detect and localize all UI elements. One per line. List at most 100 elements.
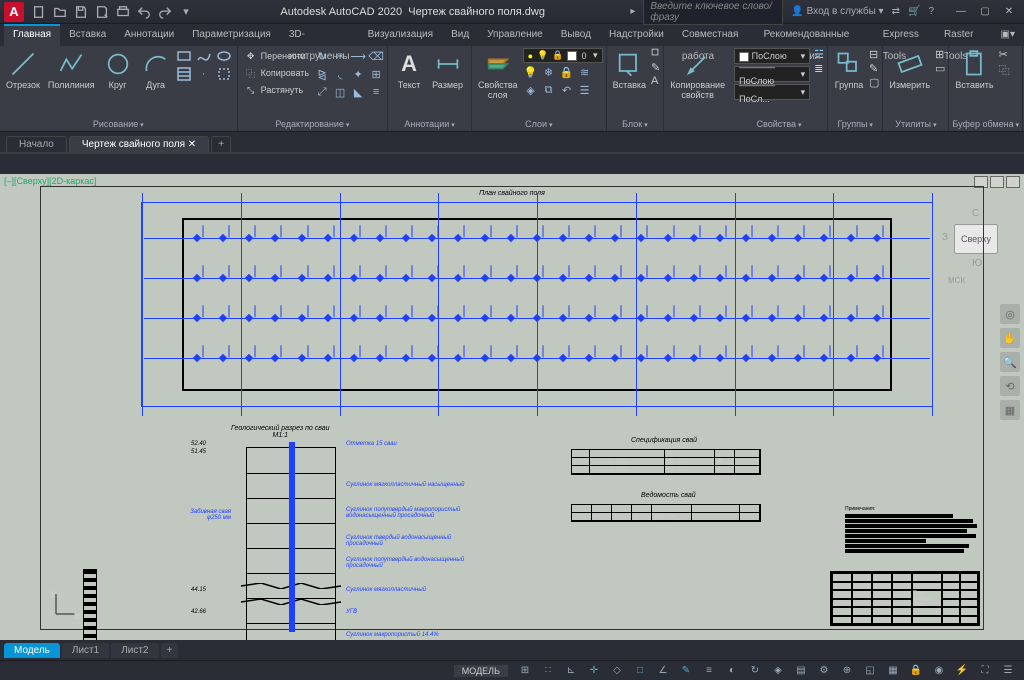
circle-button[interactable]: Круг xyxy=(100,48,136,92)
otrack-icon[interactable]: ∠ xyxy=(653,663,673,679)
panel-annot-title[interactable]: Аннотации xyxy=(391,117,468,131)
annoscale-icon[interactable]: ▤ xyxy=(791,663,811,679)
panel-groups-title[interactable]: Группы xyxy=(831,117,879,131)
layout-tab-1[interactable]: Лист1 xyxy=(62,643,109,658)
ellipse-icon[interactable] xyxy=(216,48,232,64)
layer-match-icon[interactable]: ≋ xyxy=(577,64,593,80)
offset-icon[interactable]: ◫ xyxy=(332,84,348,100)
units-icon[interactable]: ◱ xyxy=(860,663,880,679)
lwt-icon[interactable]: ≡ xyxy=(699,663,719,679)
panel-props-title[interactable]: Свойства xyxy=(734,117,824,131)
mirror-icon[interactable]: ⧎ xyxy=(314,66,330,82)
tab-3d[interactable]: 3D-инструменты xyxy=(280,24,359,46)
cleanscreen-icon[interactable]: ⛶ xyxy=(975,663,995,679)
annomonitor-icon[interactable]: ⊕ xyxy=(837,663,857,679)
panel-utils-title[interactable]: Утилиты xyxy=(886,117,945,131)
calc-icon[interactable]: ⊞ xyxy=(935,48,945,61)
layer-freeze-icon[interactable]: ❄ xyxy=(541,64,557,80)
text-button[interactable]: AТекст xyxy=(391,48,427,92)
panel-block-title[interactable]: Блок xyxy=(610,117,661,131)
erase-icon[interactable]: ⌫ xyxy=(368,48,384,64)
rotate-icon[interactable]: ↻ xyxy=(314,48,330,64)
insert-block-button[interactable]: Вставка xyxy=(610,48,649,92)
customize-icon[interactable]: ☰ xyxy=(998,663,1018,679)
props-palette-icon[interactable]: ☷ xyxy=(814,48,824,61)
layer-merge-icon[interactable]: ⧉ xyxy=(541,82,557,98)
chamfer-icon[interactable]: ◣ xyxy=(350,84,366,100)
transparency-icon[interactable]: ◐ xyxy=(722,663,742,679)
point-icon[interactable]: · xyxy=(196,66,212,82)
layer-props-button[interactable]: Свойства слоя xyxy=(475,48,521,102)
layer-state-icon[interactable]: ☰ xyxy=(577,82,593,98)
viewport-label[interactable]: [–][Сверху][2D-каркас] xyxy=(4,176,96,186)
cart-icon[interactable]: 🛒 xyxy=(908,6,920,17)
ortho-icon[interactable]: ⊾ xyxy=(561,663,581,679)
dimension-button[interactable]: Размер xyxy=(429,48,466,92)
iso-icon[interactable]: ◇ xyxy=(607,663,627,679)
tab-annotations[interactable]: Аннотации xyxy=(115,24,183,46)
spline-icon[interactable] xyxy=(196,48,212,64)
rect-icon[interactable] xyxy=(176,48,192,64)
region-icon[interactable] xyxy=(216,66,232,82)
grid-icon[interactable]: ⊞ xyxy=(515,663,535,679)
panel-collapse-icon[interactable]: ▣▾ xyxy=(992,24,1024,46)
redo-icon[interactable] xyxy=(156,3,174,21)
new-icon[interactable] xyxy=(30,3,48,21)
zoom-icon[interactable]: 🔍 xyxy=(1000,352,1020,372)
tab-parametrization[interactable]: Параметризация xyxy=(183,24,280,46)
array-icon[interactable]: ⊞ xyxy=(368,66,384,82)
tab-main[interactable]: Главная xyxy=(4,24,60,46)
doc-tab-start[interactable]: Начало xyxy=(6,136,67,152)
line-button[interactable]: Отрезок xyxy=(3,48,43,92)
ungroup-icon[interactable]: ⊟ xyxy=(869,48,879,61)
polar-icon[interactable]: ✛ xyxy=(584,663,604,679)
explode-icon[interactable]: ✦ xyxy=(350,66,366,82)
isolate-icon[interactable]: ◉ xyxy=(929,663,949,679)
maximize-button[interactable]: ▢ xyxy=(974,4,996,20)
group-bbox-icon[interactable]: ▢ xyxy=(869,76,879,89)
measure-button[interactable]: Измерить xyxy=(886,48,933,92)
align-icon[interactable]: ≡ xyxy=(368,84,384,100)
pan-icon[interactable]: ✋ xyxy=(1000,328,1020,348)
open-icon[interactable] xyxy=(51,3,69,21)
matchprops-button[interactable]: Копирование свойств xyxy=(667,48,728,102)
close-button[interactable]: ✕ xyxy=(998,4,1020,20)
select-icon[interactable]: ▭ xyxy=(935,62,945,75)
polyline-button[interactable]: Полилиния xyxy=(45,48,98,92)
tab-view[interactable]: Вид xyxy=(442,24,478,46)
panel-modify-title[interactable]: Редактирование xyxy=(241,117,384,131)
cycling-icon[interactable]: ↻ xyxy=(745,663,765,679)
tab-visualization[interactable]: Визуализация xyxy=(359,24,442,46)
tab-addins[interactable]: Надстройки xyxy=(600,24,673,46)
dyn-icon[interactable]: ✎ xyxy=(676,663,696,679)
cut-icon[interactable]: ✂ xyxy=(999,48,1010,61)
search-input[interactable]: Введите ключевое слово/фразу xyxy=(643,0,783,25)
move-button[interactable]: ✥Перенести xyxy=(241,48,312,64)
hatch-icon[interactable] xyxy=(176,66,192,82)
layer-prev-icon[interactable]: ↶ xyxy=(559,82,575,98)
exchange-icon[interactable]: ⇄ xyxy=(892,6,900,17)
hardware-icon[interactable]: ⚡ xyxy=(952,663,972,679)
tab-collab[interactable]: Совместная работа xyxy=(673,24,755,46)
layout-tab-add[interactable]: + xyxy=(161,643,179,658)
paste-button[interactable]: Вставить xyxy=(952,48,996,92)
snap-icon[interactable]: ∷ xyxy=(538,663,558,679)
app-menu-logo[interactable]: A xyxy=(4,2,24,22)
saveas-icon[interactable] xyxy=(93,3,111,21)
copy-clip-icon[interactable]: ⿻ xyxy=(999,62,1010,78)
quickprops-icon[interactable]: ▦ xyxy=(883,663,903,679)
tab-raster[interactable]: Raster Tools xyxy=(935,24,992,46)
tab-featured[interactable]: Рекомендованные приложения xyxy=(755,24,874,46)
group-button[interactable]: Группа xyxy=(831,48,867,92)
orbit-icon[interactable]: ⟲ xyxy=(1000,376,1020,396)
doc-tab-add[interactable]: + xyxy=(211,136,231,152)
navwheel-icon[interactable]: ◎ xyxy=(1000,304,1020,324)
scale-icon[interactable]: ⤢ xyxy=(314,84,330,100)
vp-max-icon[interactable]: ▢ xyxy=(990,176,1004,188)
stretch-button[interactable]: ⤡Растянуть xyxy=(241,82,312,98)
attr-icon[interactable]: A xyxy=(651,75,660,87)
help-icon[interactable]: ? xyxy=(928,6,934,17)
copy-button[interactable]: ⿻Копировать xyxy=(241,65,312,81)
workspace-icon[interactable]: ⚙ xyxy=(814,663,834,679)
doc-tab-file[interactable]: Чертеж свайного поля ✕ xyxy=(69,136,209,152)
